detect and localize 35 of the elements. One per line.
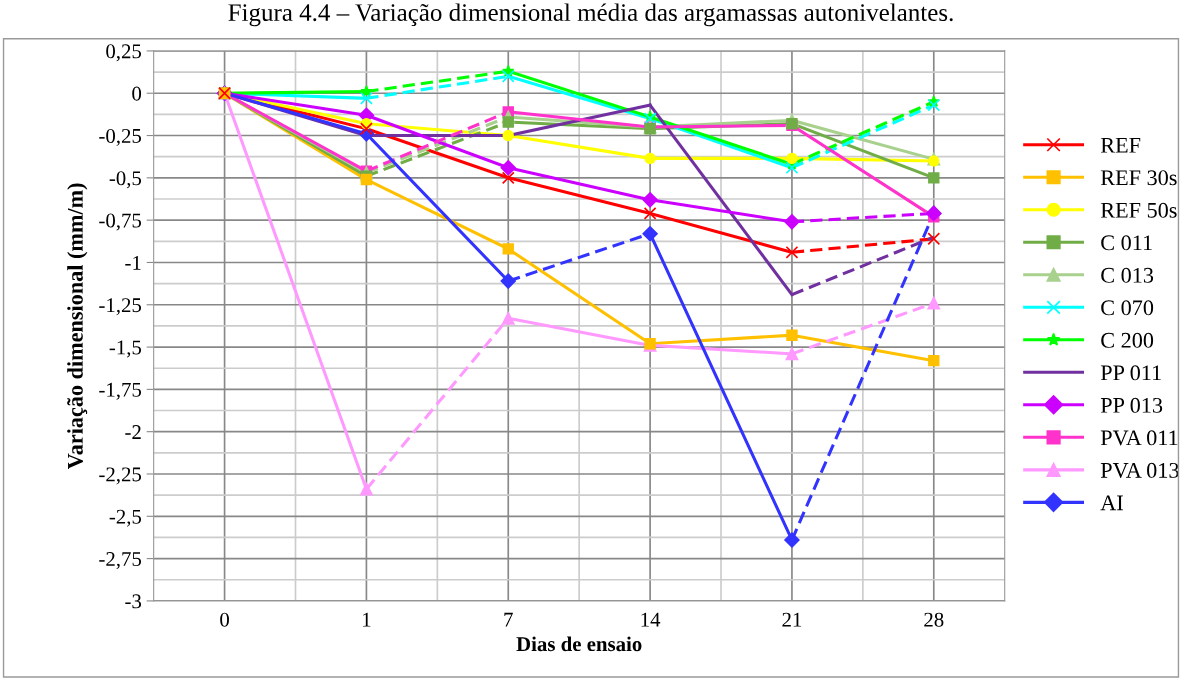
y-tick-label: -0,75 xyxy=(99,213,142,231)
legend-label: AI xyxy=(1100,495,1123,511)
legend-label: C 070 xyxy=(1101,300,1154,316)
legend-label: REF xyxy=(1100,137,1141,153)
chart-title: Figura 4.4 – Variação dimensional média das argamassas autonivelantes. xyxy=(228,3,953,27)
y-tick-label: -0,25 xyxy=(99,128,142,146)
legend-label: C 200 xyxy=(1101,332,1154,348)
y-tick-label: -1,75 xyxy=(99,382,142,400)
y-tick-label: -0,5 xyxy=(109,171,142,189)
y-tick-label: -1,5 xyxy=(109,340,142,358)
x-tick-label: 1 xyxy=(363,612,371,627)
x-tick-label: 28 xyxy=(924,612,944,627)
legend-label: PVA 011 xyxy=(1100,430,1178,446)
y-tick-label: -1 xyxy=(125,255,141,270)
y-tick-label: 0,25 xyxy=(106,44,142,62)
x-tick-label: 14 xyxy=(641,612,661,627)
y-axis-title: Variação dimensional (mm/m) xyxy=(67,183,88,470)
y-tick-label: -1,25 xyxy=(99,298,142,316)
legend-label: C 013 xyxy=(1101,267,1154,283)
legend-label: PP 011 xyxy=(1100,365,1161,381)
x-tick-label: 21 xyxy=(782,612,802,627)
x-tick-label: 7 xyxy=(504,612,513,627)
y-tick-label: -2 xyxy=(125,425,141,439)
legend-label: C 011 xyxy=(1101,235,1152,251)
legend-label: REF 30s xyxy=(1100,170,1177,186)
legend-label: PVA 013 xyxy=(1100,462,1179,478)
x-axis-title: Dias de ensaio xyxy=(516,636,642,652)
y-tick-label: -3 xyxy=(125,594,142,609)
legend-label: PP 013 xyxy=(1100,397,1163,413)
y-tick-label: -2,5 xyxy=(109,509,142,527)
y-tick-label: -2,25 xyxy=(99,467,142,485)
y-tick-label: 0 xyxy=(132,86,142,101)
y-tick-label: -2,75 xyxy=(99,552,142,570)
x-tick-label: 0 xyxy=(220,612,229,627)
legend-label: REF 50s xyxy=(1100,202,1177,218)
